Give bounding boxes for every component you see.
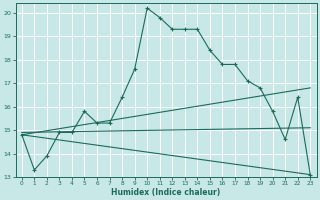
X-axis label: Humidex (Indice chaleur): Humidex (Indice chaleur) (111, 188, 221, 197)
